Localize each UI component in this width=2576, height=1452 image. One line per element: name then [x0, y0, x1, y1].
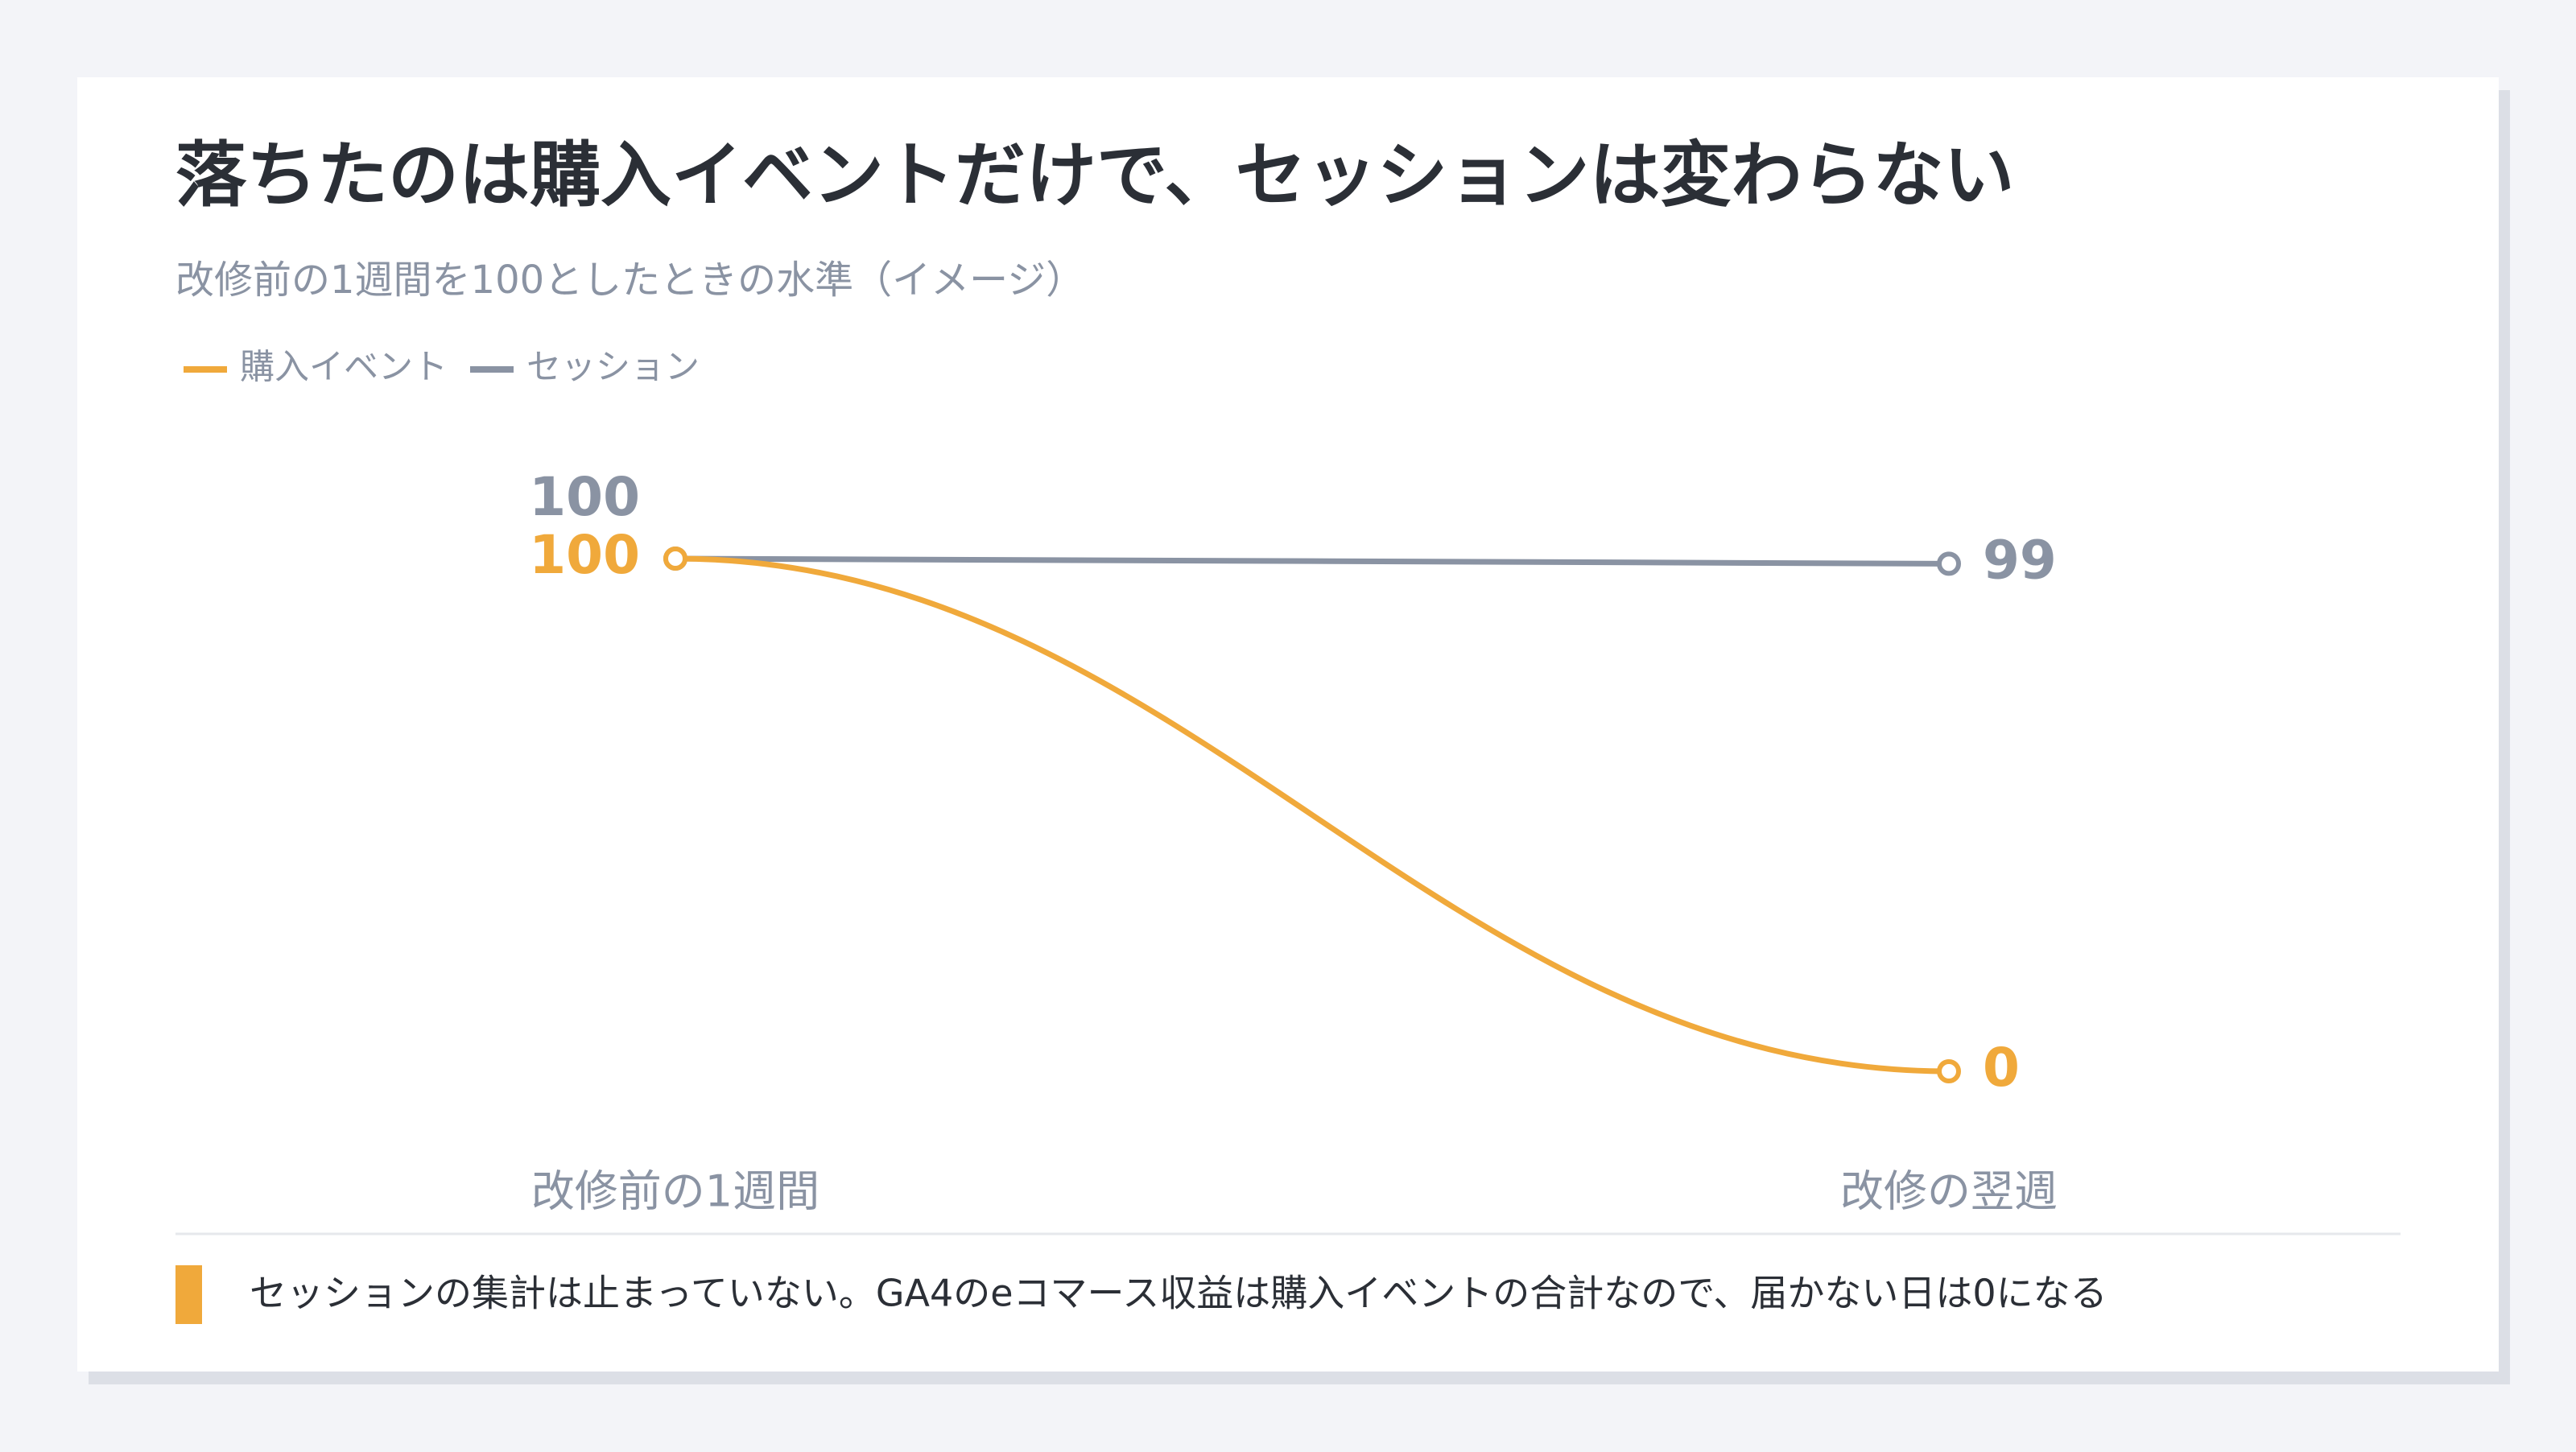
data-point [1937, 551, 1961, 576]
data-point [663, 547, 687, 571]
chart-subtitle: 改修前の1週間を100としたときの水準（イメージ） [175, 258, 1084, 303]
data-label: 0 [1983, 1037, 2020, 1099]
data-label: 100 [529, 524, 640, 586]
data-label: 99 [1983, 529, 2057, 591]
note-marker [175, 1265, 202, 1324]
note: セッションの集計は止まっていない。GA4のeコマース収益は購入イベントの合計なの… [250, 1272, 2107, 1315]
series-line [675, 555, 1950, 567]
x-tick-label: 改修前の1週間 [531, 1166, 819, 1217]
card [77, 77, 2499, 1372]
chart-title: 落ちたのは購入イベントだけで、セッションは変わらない [175, 134, 2014, 217]
series-line [675, 555, 1950, 1075]
legend-label: 購入イベント [240, 348, 448, 388]
legend-label: セッション [526, 348, 700, 388]
x-tick-label: 改修の翌週 [1840, 1166, 2058, 1217]
data-point [1937, 1059, 1961, 1083]
data-label: 100 [529, 466, 640, 528]
